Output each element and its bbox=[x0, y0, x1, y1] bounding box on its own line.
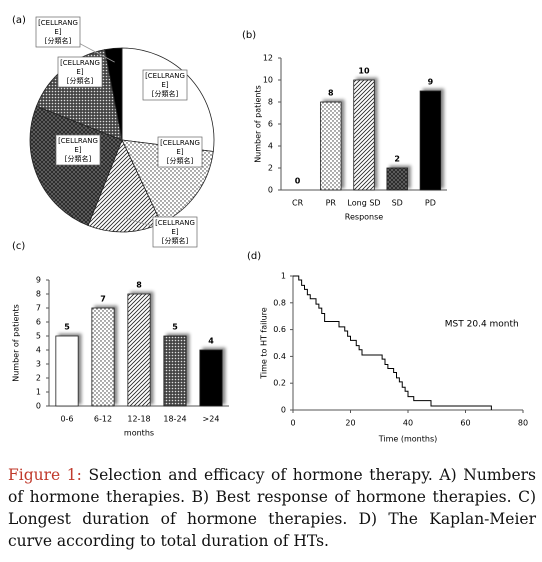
pie-slice bbox=[104, 47, 123, 141]
label-box bbox=[35, 16, 81, 48]
x-axis-label: Response bbox=[345, 213, 384, 222]
y-tick-label: 4 bbox=[36, 346, 41, 355]
x-tick-label: PD bbox=[425, 199, 436, 208]
x-tick-label: 0-6 bbox=[60, 415, 73, 424]
bar bbox=[163, 335, 187, 407]
x-tick-label: 80 bbox=[518, 419, 528, 428]
bar bbox=[419, 90, 442, 191]
y-tick-label: 10 bbox=[263, 76, 273, 85]
panel-label: (a) bbox=[12, 15, 26, 26]
y-tick-label: 0.8 bbox=[273, 298, 286, 307]
x-tick-label: 20 bbox=[345, 419, 355, 428]
y-tick-label: 3 bbox=[36, 360, 41, 369]
label-box bbox=[57, 56, 103, 88]
y-tick-label: 4 bbox=[268, 142, 273, 151]
panel-label: (b) bbox=[242, 30, 256, 41]
x-tick-label: 18-24 bbox=[163, 415, 186, 424]
bar bbox=[386, 167, 408, 191]
panel-label: (c) bbox=[12, 241, 25, 252]
x-tick-label: CR bbox=[292, 199, 304, 208]
slice-label: E] bbox=[76, 68, 83, 76]
y-tick-label: 6 bbox=[268, 120, 273, 129]
y-tick-label: 0.6 bbox=[273, 325, 286, 334]
bar bbox=[320, 101, 342, 191]
label-box bbox=[152, 216, 198, 248]
x-axis-label: Time (months) bbox=[378, 435, 438, 444]
label-box bbox=[142, 69, 188, 101]
x-tick-label: SD bbox=[392, 199, 403, 208]
y-tick-label: 0.4 bbox=[273, 352, 286, 361]
caption: Figure 1: Selection and efficacy of horm… bbox=[8, 464, 536, 552]
y-axis-label: Time to HT failure bbox=[260, 307, 269, 379]
slice-label: [分類名] bbox=[167, 156, 194, 165]
figure: (a)[CELLRANGE][分類名][CELLRANGE][分類名][CELL… bbox=[12, 15, 529, 444]
y-tick-label: 9 bbox=[36, 276, 41, 285]
y-axis-label: Number of patients bbox=[254, 85, 263, 163]
panel-label: (d) bbox=[247, 251, 261, 262]
slice-label: [CELLRANG bbox=[155, 219, 195, 227]
caption-text: Selection and efficacy of hormone therap… bbox=[8, 466, 536, 550]
slice-label: [分類名] bbox=[162, 236, 189, 245]
value-label: 8 bbox=[136, 281, 142, 290]
x-tick-label: PR bbox=[326, 199, 337, 208]
y-tick-label: 1 bbox=[281, 272, 286, 281]
slice-label: [CELLRANG bbox=[58, 137, 98, 145]
slice-label: [分類名] bbox=[152, 89, 179, 98]
bar bbox=[199, 349, 223, 407]
bar bbox=[91, 307, 115, 407]
y-tick-label: 1 bbox=[36, 388, 41, 397]
y-tick-label: 2 bbox=[36, 374, 41, 383]
km-curve bbox=[293, 275, 492, 410]
x-tick-label: 0 bbox=[290, 419, 295, 428]
value-label: 10 bbox=[358, 67, 370, 76]
x-axis-label: months bbox=[124, 429, 154, 438]
y-tick-label: 0.2 bbox=[273, 379, 286, 388]
x-tick-label: 40 bbox=[403, 419, 413, 428]
slice-label: E] bbox=[161, 81, 168, 89]
slice-label: E] bbox=[74, 146, 81, 154]
y-tick-label: 0 bbox=[281, 406, 286, 415]
slice-label: [CELLRANG bbox=[38, 19, 78, 27]
x-tick-label: >24 bbox=[203, 415, 220, 424]
y-tick-label: 0 bbox=[36, 402, 41, 411]
value-label: 0 bbox=[295, 177, 301, 186]
y-tick-label: 2 bbox=[268, 164, 273, 173]
y-tick-label: 6 bbox=[36, 318, 41, 327]
slice-label: [CELLRANG bbox=[145, 72, 185, 80]
slice-label: E] bbox=[54, 28, 61, 36]
slice-label: [分類名] bbox=[45, 36, 72, 45]
bar bbox=[353, 79, 375, 191]
value-label: 8 bbox=[328, 89, 334, 98]
x-tick-label: Long SD bbox=[347, 199, 380, 208]
value-label: 9 bbox=[428, 78, 434, 87]
y-tick-label: 0 bbox=[268, 186, 273, 195]
value-label: 4 bbox=[208, 337, 214, 346]
slice-label: [CELLRANG bbox=[160, 139, 200, 147]
y-tick-label: 12 bbox=[263, 54, 273, 63]
x-tick-label: 60 bbox=[460, 419, 470, 428]
slice-label: [CELLRANG bbox=[60, 59, 100, 67]
slice-label: E] bbox=[176, 148, 183, 156]
slice-label: E] bbox=[171, 228, 178, 236]
x-tick-label: 12-18 bbox=[127, 415, 150, 424]
value-label: 7 bbox=[100, 295, 106, 304]
slice-label: [分類名] bbox=[65, 154, 92, 163]
y-tick-label: 8 bbox=[36, 290, 41, 299]
bar bbox=[55, 335, 79, 407]
label-box bbox=[55, 134, 101, 166]
x-tick-label: 6-12 bbox=[94, 415, 112, 424]
value-label: 2 bbox=[394, 155, 400, 164]
label-box bbox=[157, 136, 203, 168]
y-axis-label: Number of patients bbox=[12, 304, 21, 382]
caption-label: Figure 1: bbox=[8, 466, 82, 484]
y-tick-label: 7 bbox=[36, 304, 41, 313]
slice-label: [分類名] bbox=[67, 76, 94, 85]
value-label: 5 bbox=[64, 323, 70, 332]
value-label: 5 bbox=[172, 323, 178, 332]
y-tick-label: 8 bbox=[268, 98, 273, 107]
bar bbox=[127, 293, 151, 407]
annotation: MST 20.4 month bbox=[445, 320, 519, 330]
y-tick-label: 5 bbox=[36, 332, 41, 341]
